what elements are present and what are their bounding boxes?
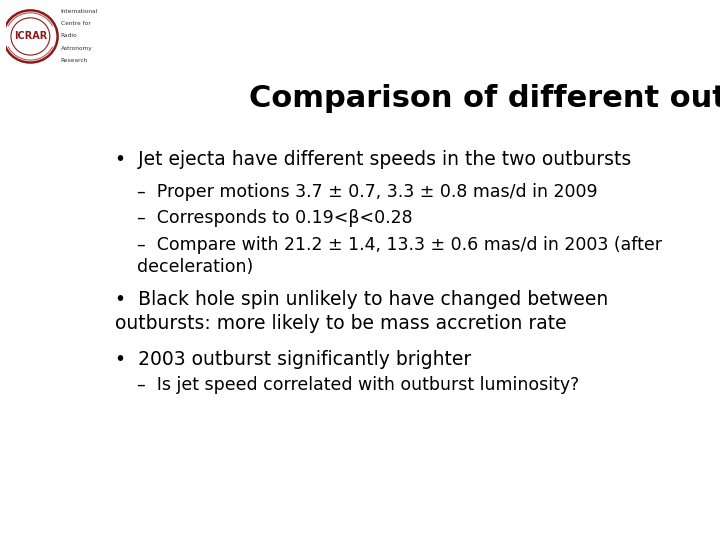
Text: –  Proper motions 3.7 ± 0.7, 3.3 ± 0.8 mas/d in 2009: – Proper motions 3.7 ± 0.7, 3.3 ± 0.8 ma…: [138, 183, 598, 201]
Text: •  Black hole spin unlikely to have changed between
outbursts: more likely to be: • Black hole spin unlikely to have chang…: [115, 290, 608, 333]
Text: Radio: Radio: [60, 33, 78, 38]
Text: –  Corresponds to 0.19<β<0.28: – Corresponds to 0.19<β<0.28: [138, 210, 413, 227]
Text: ICRAR: ICRAR: [14, 31, 47, 42]
Text: –  Compare with 21.2 ± 1.4, 13.3 ± 0.6 mas/d in 2003 (after
deceleration): – Compare with 21.2 ± 1.4, 13.3 ± 0.6 ma…: [138, 236, 662, 276]
Text: –  Is jet speed correlated with outburst luminosity?: – Is jet speed correlated with outburst …: [138, 376, 580, 394]
Text: Centre for: Centre for: [60, 21, 91, 26]
Text: Research: Research: [60, 58, 88, 63]
Text: •  2003 outburst significantly brighter: • 2003 outburst significantly brighter: [115, 349, 472, 369]
Text: •  Jet ejecta have different speeds in the two outbursts: • Jet ejecta have different speeds in th…: [115, 150, 631, 169]
Text: International: International: [60, 9, 98, 14]
Text: Astronomy: Astronomy: [60, 46, 93, 51]
Text: Comparison of different outbursts: Comparison of different outbursts: [249, 84, 720, 112]
